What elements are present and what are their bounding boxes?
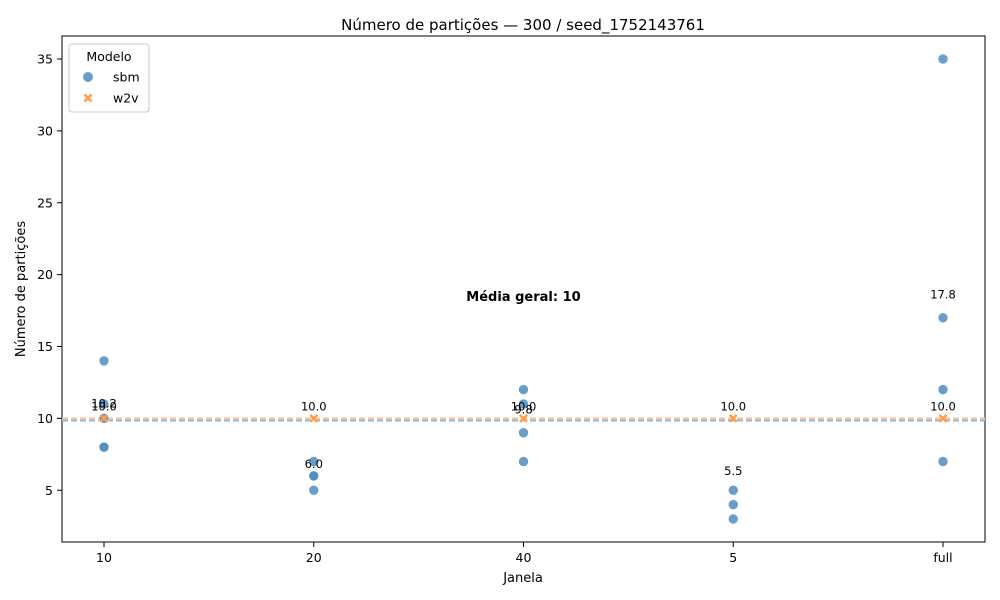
point-sbm bbox=[308, 484, 320, 496]
point-w2v-stroke-b bbox=[519, 413, 528, 423]
point-w2v bbox=[938, 413, 948, 423]
legend-label-sbm: sbm bbox=[113, 70, 140, 85]
mean-label-sbm: 10.2 bbox=[91, 397, 117, 411]
data-marks bbox=[98, 53, 949, 525]
legend-marker-w2v bbox=[83, 93, 93, 103]
x-tick-label: 20 bbox=[306, 550, 322, 565]
point-sbm bbox=[98, 355, 110, 367]
mean-label-w2v: 10.0 bbox=[511, 399, 537, 413]
x-tick-label: 5 bbox=[729, 550, 737, 565]
y-tick-label: 5 bbox=[45, 483, 53, 498]
point-w2v-stroke-b bbox=[309, 413, 319, 423]
x-axis-ticks: 10 20 40 5 full bbox=[96, 542, 953, 565]
point-sbm bbox=[937, 53, 949, 65]
mean-label-sbm: 5.5 bbox=[724, 464, 742, 478]
x-tick-label: full bbox=[933, 550, 952, 565]
y-tick-label: 25 bbox=[37, 195, 53, 210]
annotation-mean-overall: Média geral: 10 bbox=[466, 290, 580, 305]
point-sbm bbox=[937, 384, 949, 395]
point-sbm bbox=[727, 513, 739, 525]
y-axis-label: Número de partições bbox=[14, 221, 29, 358]
point-sbm bbox=[518, 427, 529, 439]
x-tick-label: 10 bbox=[96, 550, 112, 565]
legend-entries: sbm w2v bbox=[83, 70, 140, 106]
point-w2v-stroke-b bbox=[728, 413, 738, 423]
y-tick-label: 10 bbox=[37, 411, 53, 426]
legend-title: Modelo bbox=[86, 49, 131, 64]
mean-label-sbm: 9.8 bbox=[514, 402, 532, 416]
point-sbm bbox=[518, 456, 529, 467]
mean-label-sbm: 6.0 bbox=[305, 457, 323, 471]
point-sbm bbox=[937, 456, 949, 467]
point-sbm bbox=[98, 398, 110, 410]
point-w2v-stroke-b bbox=[938, 413, 948, 423]
plot-area: 10.2 6.0 9.8 5.5 17.8 10.0 10.0 10.0 10.0 10.0 Mé… bbox=[61, 35, 986, 543]
mean-label-w2v: 10.0 bbox=[720, 399, 746, 413]
point-w2v bbox=[309, 413, 319, 423]
point-w2v bbox=[728, 413, 738, 423]
x-tick-label: 40 bbox=[516, 550, 532, 565]
point-w2v bbox=[519, 413, 528, 423]
legend-label-w2v: w2v bbox=[113, 91, 139, 106]
chart-title: Número de partições — 300 / seed_1752143… bbox=[341, 16, 705, 35]
mean-label-sbm: 17.8 bbox=[930, 287, 956, 301]
point-sbm bbox=[98, 441, 110, 453]
point-w2v bbox=[99, 413, 109, 423]
legend: Modelo sbm w2v bbox=[68, 43, 150, 113]
legend-marker-w2v-stroke-b bbox=[83, 93, 93, 103]
y-tick-label: 20 bbox=[37, 267, 53, 282]
mean-label-w2v: 10.0 bbox=[91, 399, 117, 413]
y-axis-ticks: 5 10 15 20 25 30 35 bbox=[37, 52, 62, 498]
legend-marker-sbm bbox=[83, 72, 93, 82]
point-sbm bbox=[518, 384, 529, 395]
mean-label-w2v: 10.0 bbox=[301, 399, 327, 413]
point-sbm bbox=[937, 312, 949, 324]
mean-label-w2v: 10.0 bbox=[930, 399, 956, 413]
legend-box bbox=[68, 43, 150, 113]
mean-labels: 10.2 6.0 9.8 5.5 17.8 10.0 10.0 10.0 10.0 10.0 bbox=[91, 287, 956, 478]
y-tick-label: 30 bbox=[37, 123, 53, 138]
y-tick-label: 15 bbox=[37, 339, 53, 354]
point-sbm bbox=[727, 499, 739, 510]
point-sbm bbox=[308, 470, 320, 482]
point-sbm bbox=[518, 398, 529, 410]
point-sbm bbox=[727, 484, 739, 496]
point-w2v-stroke-b bbox=[99, 413, 109, 423]
y-tick-label: 35 bbox=[37, 52, 53, 67]
point-sbm bbox=[308, 456, 320, 467]
x-axis-label: Janela bbox=[502, 571, 543, 586]
